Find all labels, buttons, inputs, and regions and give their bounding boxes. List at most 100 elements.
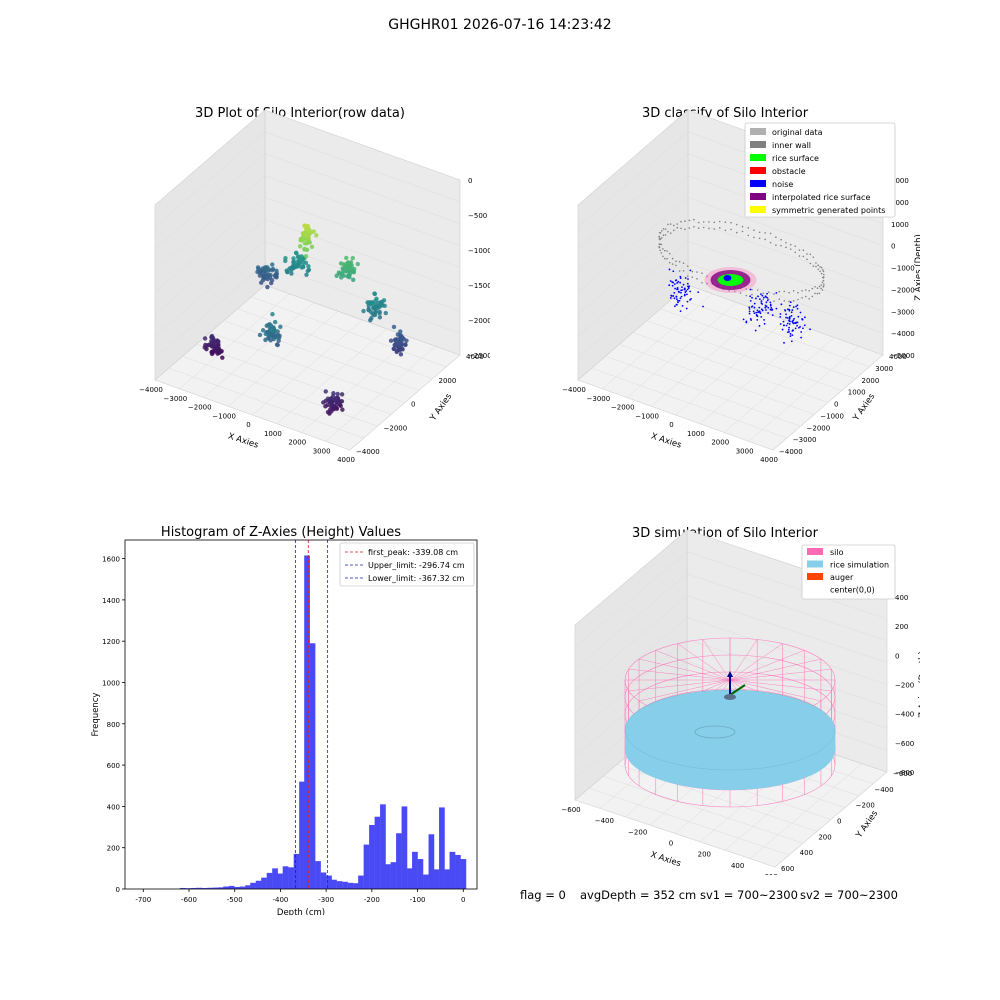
- ax2-noise-point: [769, 308, 772, 311]
- ax2-noise-point: [758, 311, 761, 313]
- ax2-ztick-label: −1000: [891, 265, 915, 273]
- ax1-point: [272, 319, 278, 325]
- ax2-title: 3D classify of Silo Interior: [642, 106, 809, 121]
- ax2-inner-wall-point: [672, 224, 675, 227]
- ax2-noise-point: [760, 315, 763, 318]
- silo-mesh-spoke: [655, 650, 731, 681]
- ax2-noise-point: [686, 293, 688, 296]
- ax1-point: [297, 244, 303, 249]
- ax4-xtick-label: 200: [698, 851, 711, 859]
- ax1-point: [331, 391, 336, 396]
- ax1-gridline: [154, 262, 266, 359]
- ax2-noise-point: [682, 283, 685, 286]
- ax1-point: [267, 332, 272, 337]
- ax1-xtick-label: −2000: [188, 404, 212, 412]
- ax2-noise-point: [680, 291, 682, 294]
- ax2-noise-point: [788, 304, 791, 307]
- ax2-inner-wall-point: [775, 236, 777, 239]
- scatter-3d-classify-panel: 3D classify of Silo Interior−4000−3000−2…: [562, 106, 920, 464]
- ax1-ztick-label: −500: [468, 212, 487, 220]
- ax2-inner-wall-point: [660, 243, 663, 246]
- depth-histogram-panel: Histogram of Z-Axies (Height) Values -700…: [91, 525, 478, 915]
- ax2-inner-wall-point: [802, 249, 805, 252]
- ax2-noise-point: [801, 318, 804, 320]
- ax2-noise-point: [787, 328, 790, 331]
- ax2-inner-wall-point: [817, 268, 820, 271]
- ax1-point: [202, 345, 207, 350]
- ax2-noise-point: [764, 304, 767, 307]
- ax1-point: [314, 233, 319, 238]
- ax1-point: [361, 308, 366, 314]
- ax4-xtick-label: 600: [764, 873, 777, 875]
- ax2-inner-wall-point: [684, 220, 686, 222]
- ax1-point: [369, 315, 374, 321]
- ax3-ytick-label: 600: [107, 762, 120, 770]
- ax4-ztick-label: 400: [895, 594, 908, 602]
- ax2-inner-wall-point: [662, 228, 665, 230]
- ax2-inner-wall-point: [804, 289, 807, 291]
- ax2-noise-point: [751, 305, 754, 308]
- figure-suptitle: GHGHR01 2026-07-16 14:23:42: [388, 17, 612, 33]
- ax2-inner-wall-point: [680, 220, 682, 223]
- ax2-inner-wall-point: [818, 285, 821, 288]
- ax2-noise-point: [794, 327, 797, 330]
- ax2-noise-point: [679, 310, 682, 313]
- ax4-gridline: [686, 595, 888, 663]
- ax2-inner-wall-point: [753, 229, 755, 232]
- ax2-noise-point: [788, 323, 791, 325]
- ax1-point: [373, 309, 378, 314]
- ax1-point: [266, 272, 272, 277]
- ax2-inner-wall-point: [702, 221, 705, 223]
- ax2-ytick-label: 0: [834, 401, 838, 409]
- ax2-noise-point: [779, 313, 782, 315]
- ax2-inner-wall-point: [663, 249, 666, 252]
- ax2-ztick-label: 1000: [891, 221, 909, 229]
- ax1-point: [302, 223, 307, 228]
- ax2-inner-wall-point: [780, 244, 782, 247]
- ax2-noise-point: [764, 295, 767, 298]
- ax2-inner-wall-point: [724, 229, 727, 232]
- ax2-noise-point: [788, 320, 791, 322]
- scatter-3d-raw-panel: 3D Plot of Silo Interior(row data)−4000−…: [139, 106, 490, 464]
- ax2-legend-swatch: [750, 193, 766, 200]
- ax2-noise-point: [766, 299, 769, 302]
- silo-mesh-spoke: [729, 643, 783, 681]
- ax2-inner-wall-point: [797, 291, 799, 294]
- ax3-xtick-label: -500: [227, 896, 243, 904]
- ax2-inner-wall-point: [798, 255, 801, 257]
- ax2-inner-wall-point: [769, 241, 772, 244]
- ax2-noise-point: [785, 324, 788, 327]
- ax2-noise-point: [675, 298, 678, 301]
- ax1-point: [271, 336, 277, 342]
- ax2-gridline: [687, 219, 884, 290]
- ax2-noise-point: [799, 325, 801, 328]
- ax2-inner-wall-point: [662, 248, 664, 250]
- ax2-legend-label: interpolated rice surface: [772, 193, 870, 202]
- ax2-inner-wall-point: [821, 281, 824, 284]
- ax2-inner-wall-point: [792, 300, 795, 302]
- ax2-noise-point: [742, 318, 745, 321]
- ax2-inner-wall-point: [762, 298, 765, 301]
- ax1-gridline: [223, 320, 419, 391]
- ax2-inner-wall-point: [658, 231, 661, 234]
- histogram-bar: [212, 887, 219, 889]
- silo-simulation-panel: 3D simulation of Silo Interior−600−400−2…: [561, 526, 920, 875]
- ax3-ytick-label: 1200: [102, 638, 120, 646]
- ax2-noise-point: [749, 295, 752, 298]
- ax2-inner-wall-point: [747, 227, 750, 229]
- histogram-bar: [277, 873, 283, 889]
- ax2-noise-point: [755, 311, 758, 314]
- ax2-ztick-label: −3000: [891, 308, 915, 316]
- ax2-legend-swatch: [750, 128, 766, 135]
- ax2-inner-wall-point: [764, 238, 766, 241]
- ax2-inner-wall-point: [666, 257, 668, 260]
- ax1-point: [403, 342, 408, 348]
- ax2-noise-point: [683, 294, 686, 297]
- ax2-noise-point: [678, 299, 681, 302]
- ax1-point: [338, 275, 344, 280]
- ax1-point: [269, 280, 274, 286]
- ax2-legend-frame: [744, 122, 896, 218]
- ax2-inner-wall-point: [814, 285, 816, 288]
- ax1-ytick-label: 2000: [439, 377, 457, 385]
- ax4-gridline: [749, 763, 863, 859]
